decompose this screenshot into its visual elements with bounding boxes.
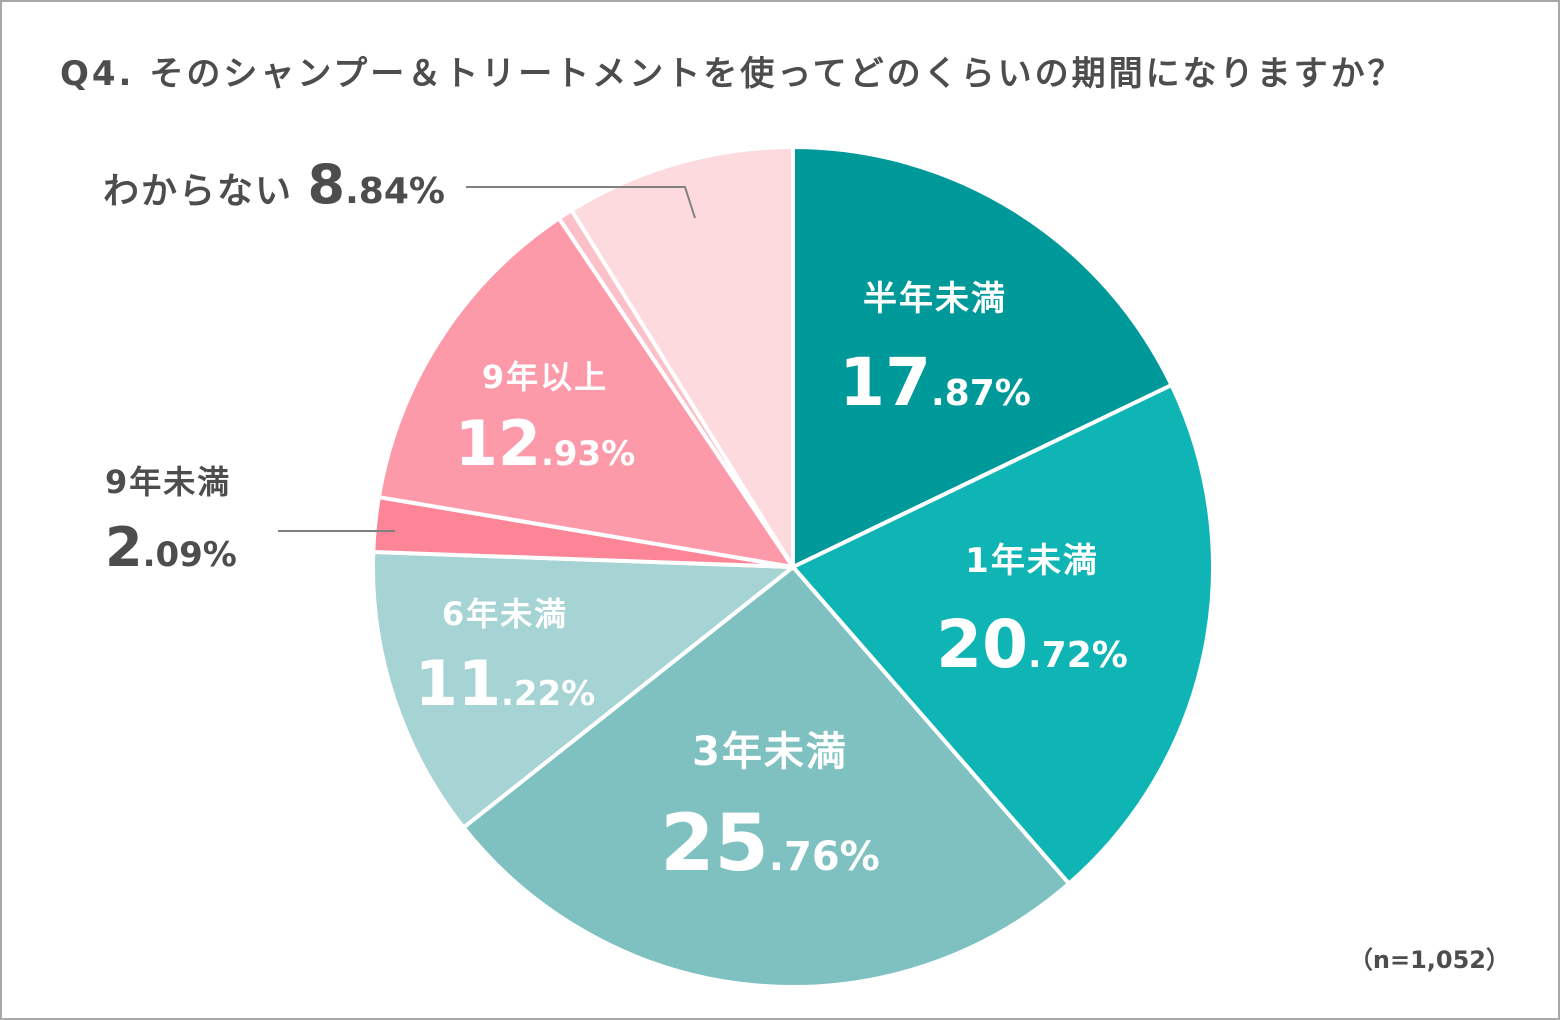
- slice-label-group-3: 6年未満 11.22%: [415, 595, 596, 720]
- slice-label-group-4: 9年未満 2.09%: [105, 463, 395, 579]
- slice-label-group-5: 9年以上 12.93%: [455, 358, 636, 480]
- pie-slice-0: [791, 145, 1174, 569]
- pie-slice-1: [791, 383, 1215, 886]
- slice-value-label: 11.22%: [415, 647, 596, 720]
- slice-category-label: 1年未満: [965, 541, 1099, 581]
- slice-value-label: 12.93%: [455, 407, 636, 480]
- slice-category-label: 9年以上: [482, 358, 608, 396]
- slice-value-label: 20.72%: [936, 606, 1128, 683]
- pie-slice-7: [569, 145, 795, 569]
- slice-label-group-0: 半年未満 17.87%: [839, 279, 1031, 421]
- slice-category-label: 6年未満: [442, 595, 568, 633]
- slice-value-label: わからない 8.84%: [103, 153, 445, 216]
- pie-slice-2: [461, 565, 1071, 989]
- slice-label-group-2: 3年未満 25.76%: [660, 729, 879, 889]
- slice-category-label: 9年未満: [105, 463, 231, 501]
- pie-slice-5: [376, 216, 795, 569]
- slice-label-group-1: 1年未満 20.72%: [936, 541, 1128, 683]
- chart-title: Q4. そのシャンプー＆トリートメントを使ってどのくらいの期間になりますか？: [60, 54, 1405, 94]
- slice-value-label: 25.76%: [660, 799, 879, 889]
- sample-size-note: （n=1,052）: [1348, 946, 1510, 974]
- slice-category-label: 3年未満: [692, 729, 848, 775]
- slice-value-label: 17.87%: [839, 344, 1031, 421]
- pie-slice-3: [371, 549, 795, 830]
- slice-label-group-7: わからない 8.84%: [103, 153, 696, 219]
- leader-line: [466, 186, 696, 219]
- slice-value-label: 2.09%: [105, 516, 237, 579]
- slice-category-label: 半年未満: [863, 279, 1007, 319]
